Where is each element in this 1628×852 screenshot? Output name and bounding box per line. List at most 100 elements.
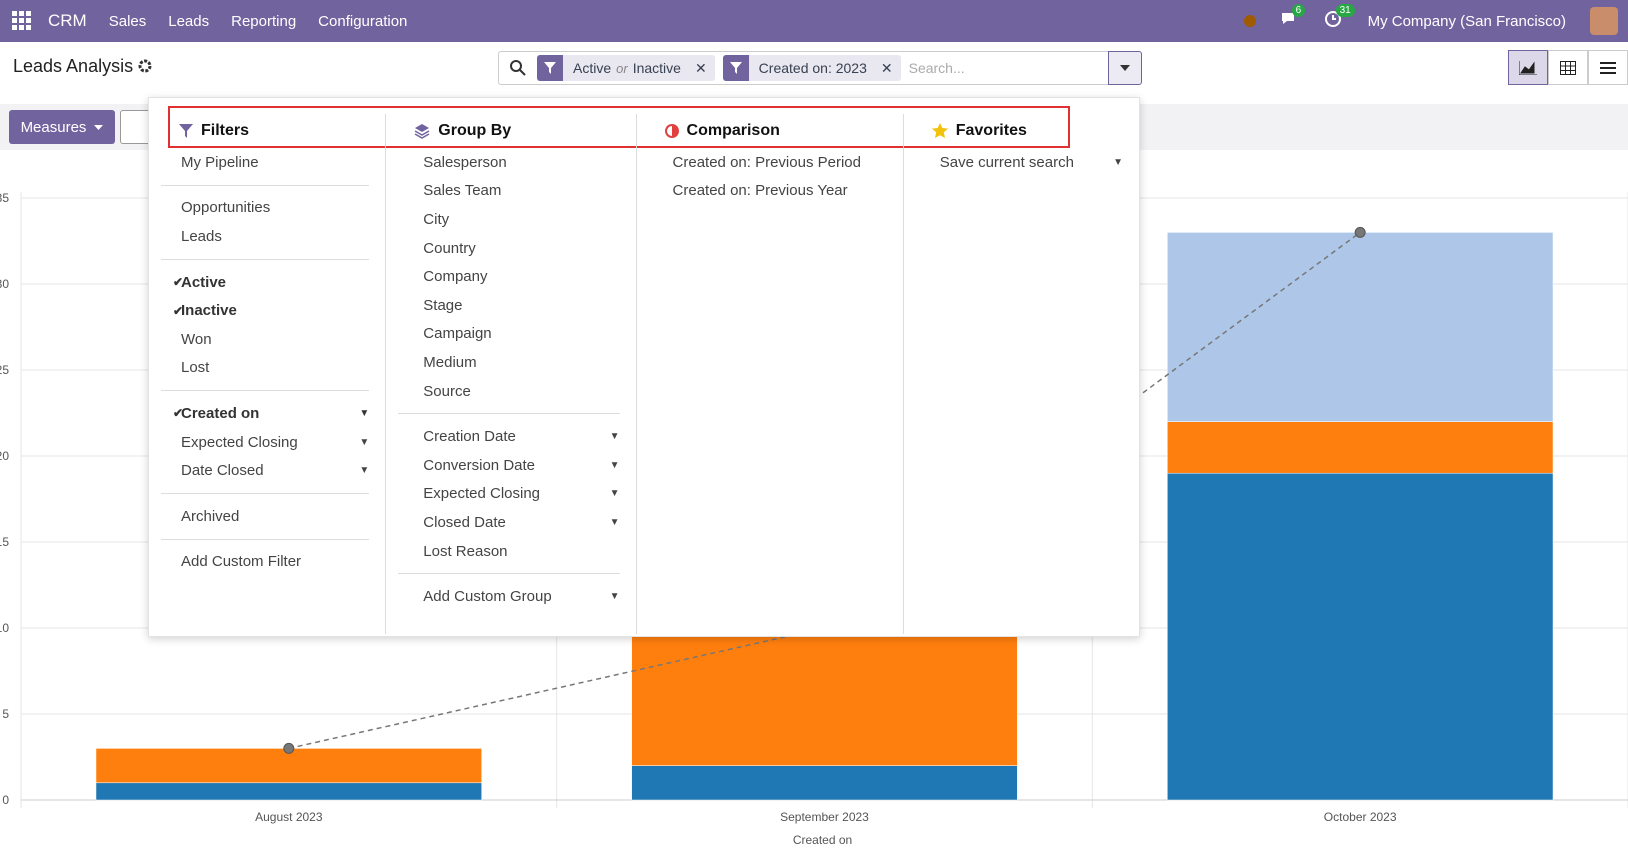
checkmark: ✔ [173,275,184,290]
menu-item[interactable]: Configuration [318,12,408,30]
menu-item[interactable]: Closed Date ▼ [386,508,635,537]
caret: ▼ [359,465,370,477]
search-bar[interactable]: Active or Inactive ✕ Created on: 2023 ✕ … [498,51,1118,85]
column-title: Comparison [686,122,780,139]
list-view[interactable] [1588,50,1628,85]
column-header: Favorites [904,114,1139,148]
item-label: Expected Closing [181,433,298,451]
item-label: Archived [181,507,240,525]
caret: ▼ [609,591,620,603]
menu-item[interactable]: ✔ Created on ▼ [149,399,385,428]
caret: ▼ [609,431,620,443]
menu-item[interactable]: Date Closed ▼ [149,456,385,485]
menu-item[interactable]: Lost [149,354,385,383]
column-header: Filters [149,114,385,148]
item-label: Save current search [939,153,1074,171]
caret: ▼ [609,488,620,500]
facet-close[interactable]: ✕ [880,59,893,76]
separator [161,538,370,540]
measures-button[interactable]: Measures [9,110,115,144]
facet-text: Active [573,60,612,76]
menu-item[interactable]: Conversion Date ▼ [386,451,635,480]
menu-item[interactable]: Add Custom Group ▼ [386,582,635,611]
facet-close[interactable]: ✕ [694,59,707,76]
gear-icon[interactable] [138,59,152,73]
menu-item[interactable]: Add Custom Filter [149,548,385,577]
menu-item[interactable]: Reporting [231,12,297,30]
item-label: Country [423,239,476,257]
filter-dropdown: Filters My Pipeline Opportunities Leads ✔ Act… [148,97,1140,637]
column-header: Group By [386,114,635,148]
y-tick-label: 5 [2,707,9,721]
item-label: Add Custom Group [423,588,552,606]
menu-item[interactable]: Save current search ▼ [904,148,1139,177]
x-tick-label: September 2023 [780,810,869,824]
x-tick-label: August 2023 [255,810,323,824]
menu-item[interactable]: Opportunities [149,194,385,223]
y-tick-label: 0 [2,793,9,807]
messages-badge: 6 [1291,4,1306,17]
item-label: Medium [423,353,477,371]
item-label: Created on [181,404,260,422]
y-tick-label: 15 [0,535,9,549]
menu-item[interactable]: Created on: Previous Year [637,177,903,206]
facet-text: Inactive [632,60,681,76]
trend-point [1354,226,1366,238]
menu-item[interactable]: Archived [149,502,385,531]
menu-item[interactable]: ✔ Inactive [149,296,385,325]
menu-item[interactable]: Country [386,234,635,263]
messages[interactable]: 6 [1280,4,1306,32]
menu-item[interactable]: Sales [108,12,147,30]
status-dot[interactable] [1243,15,1256,27]
column-title: Favorites [955,122,1027,139]
facet-text: Created on: 2023 [758,60,867,76]
menu-item[interactable]: Expected Closing ▼ [149,428,385,457]
app-name[interactable]: CRM [48,11,87,30]
menu-item[interactable]: Created on: Previous Period [637,148,903,177]
separator [161,390,370,392]
menu-item[interactable]: Sales Team [386,177,635,206]
menu-item[interactable]: Leads [149,222,385,251]
activities[interactable]: 31 [1324,4,1355,32]
item-label: Add Custom Filter [181,553,302,571]
bar-segment [631,765,1018,801]
y-tick-label: 35 [0,191,9,205]
bar-segment [1167,232,1554,422]
y-tick-label: 10 [0,621,9,635]
item-label: Source [423,382,471,400]
menu-item[interactable]: Salesperson [386,148,635,177]
menu-item[interactable]: Company [386,262,635,291]
menu-item[interactable]: Expected Closing ▼ [386,480,635,509]
measures-label: Measures [20,118,87,136]
menu-item[interactable]: Creation Date ▼ [386,422,635,451]
company[interactable]: My Company (San Francisco) [1367,12,1566,30]
activities-badge: 31 [1335,4,1355,17]
search-toggle[interactable] [1108,51,1142,85]
y-tick-label: 20 [0,449,9,463]
dropdown-column: Favorites Save current search ▼ [904,114,1139,634]
menu-item[interactable]: Stage [386,291,635,320]
graph-view[interactable] [1508,50,1548,85]
facet[interactable]: Created on: 2023 ✕ [722,55,901,81]
pivot-view[interactable] [1548,50,1588,85]
y-tick-label: 30 [0,277,9,291]
apps-icon[interactable] [12,11,32,31]
menu-item[interactable]: My Pipeline [149,148,385,177]
menu-item[interactable]: ✔ Active [149,268,385,297]
item-label: Closed Date [423,513,506,531]
item-label: Lost [181,359,210,377]
menu-item[interactable]: Lost Reason [386,537,635,566]
menu-item[interactable]: Campaign [386,320,635,349]
menu-item[interactable]: Source [386,377,635,406]
menu-item[interactable]: Leads [168,12,210,30]
avatar[interactable] [1590,7,1618,35]
menu-item[interactable]: City [386,205,635,234]
item-label: My Pipeline [181,153,259,171]
trend-point [283,742,295,754]
dropdown-column: Filters My Pipeline Opportunities Leads ✔ Act… [149,114,387,634]
menu-item[interactable]: Medium [386,348,635,377]
menu-item[interactable]: Won [149,325,385,354]
view-switcher [1508,50,1628,85]
facet[interactable]: Active or Inactive ✕ [537,55,715,81]
